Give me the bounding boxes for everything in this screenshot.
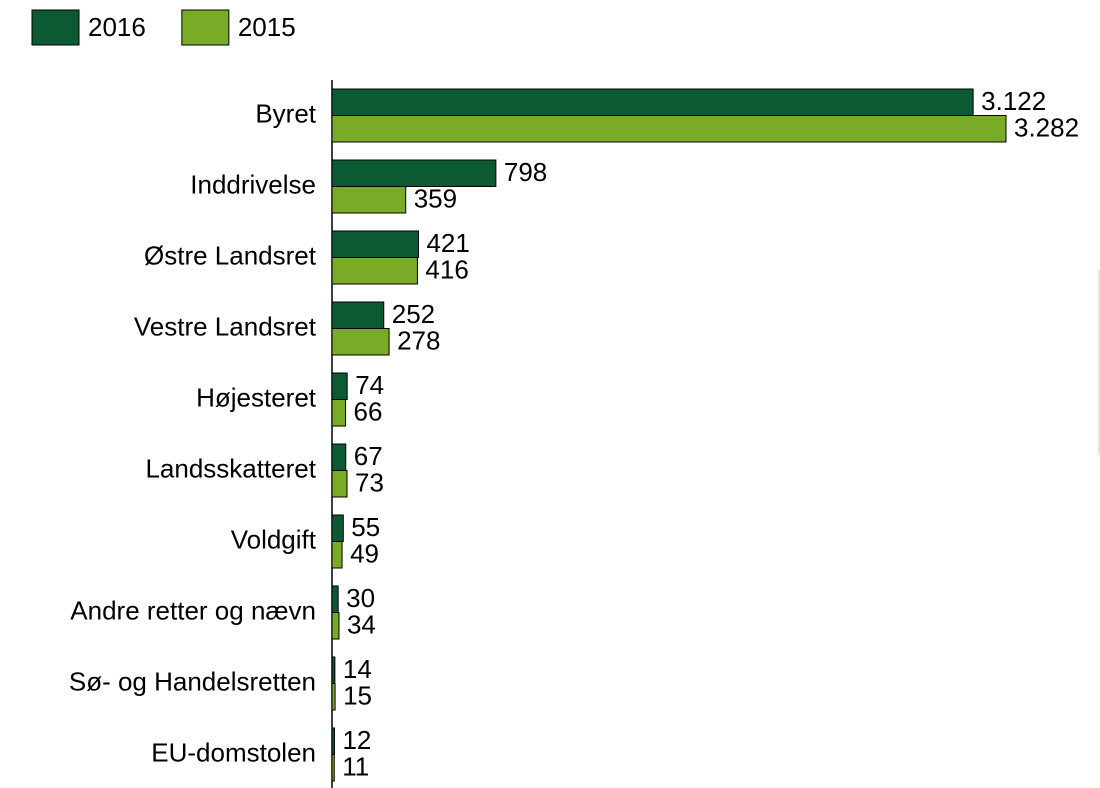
value-label: 67 [354, 441, 383, 471]
value-label: 278 [397, 326, 440, 356]
category-label: Andre retter og nævn [70, 595, 316, 625]
bar [331, 328, 390, 356]
legend-swatch [181, 9, 230, 46]
bar [331, 159, 497, 187]
bar [331, 585, 339, 613]
value-label: 252 [392, 299, 435, 329]
value-label: 3.282 [1014, 113, 1079, 143]
legend-label: 2015 [238, 12, 296, 42]
value-label: 15 [343, 681, 372, 711]
value-label: 421 [426, 228, 469, 258]
value-label: 416 [425, 255, 468, 285]
value-label: 798 [504, 157, 547, 187]
bar [331, 399, 347, 427]
bar [331, 683, 336, 711]
value-label: 73 [355, 468, 384, 498]
category-label: Højesteret [196, 382, 317, 412]
category-label: Sø- og Handelsretten [69, 666, 316, 696]
bar [331, 612, 340, 640]
category-label: Byret [255, 98, 316, 128]
bar [331, 301, 385, 329]
bar [331, 470, 348, 498]
category-label: Voldgift [231, 524, 317, 554]
value-label: 74 [355, 370, 384, 400]
bar [331, 257, 418, 285]
category-label: Inddrivelse [190, 169, 316, 199]
value-label: 30 [346, 583, 375, 613]
value-label: 66 [354, 397, 383, 427]
bar [331, 656, 336, 684]
bar [331, 443, 347, 471]
category-label: Vestre Landsret [134, 311, 317, 341]
value-label: 11 [342, 752, 369, 782]
bar [331, 514, 344, 542]
category-label: EU-domstolen [151, 737, 316, 767]
value-label: 3.122 [981, 86, 1046, 116]
bar [331, 115, 1007, 143]
value-label: 12 [342, 725, 371, 755]
value-label: 49 [350, 539, 379, 569]
value-label: 14 [343, 654, 372, 684]
bar [331, 727, 335, 755]
value-label: 55 [351, 512, 380, 542]
value-label: 34 [347, 610, 376, 640]
category-label: Landsskatteret [145, 453, 316, 483]
bar [331, 754, 335, 782]
legend-swatch [31, 9, 80, 46]
bar [331, 541, 343, 569]
bar [331, 372, 348, 400]
bar [331, 230, 419, 258]
bar [331, 186, 407, 214]
category-label: Østre Landsret [144, 240, 317, 270]
bar [331, 88, 974, 116]
legend-label: 2016 [88, 12, 146, 42]
value-label: 359 [414, 184, 457, 214]
